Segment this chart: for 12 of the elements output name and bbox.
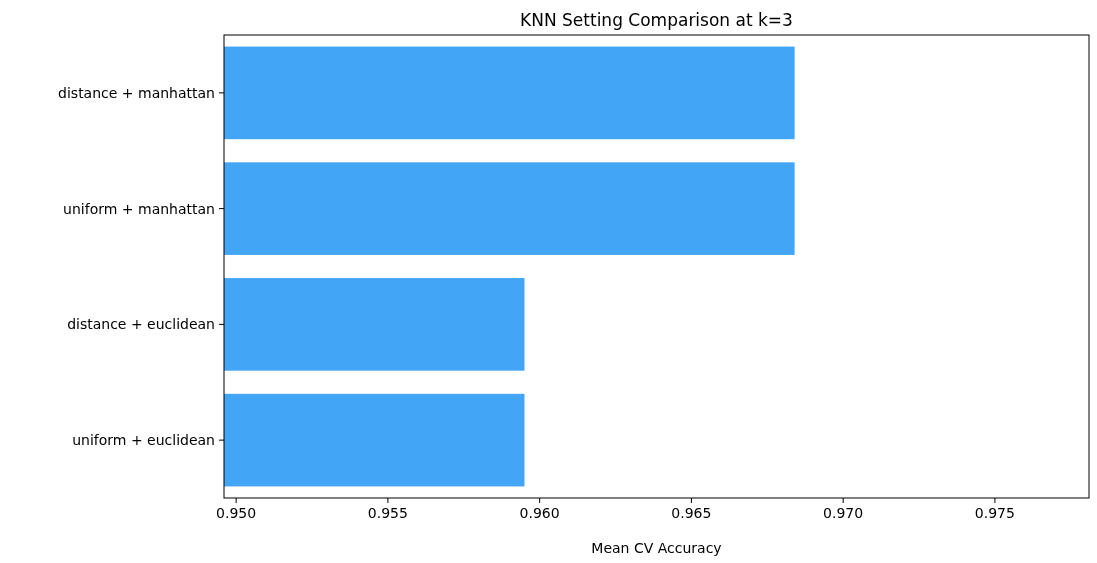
x-tick-label: 0.975 — [974, 505, 1015, 521]
x-axis-title: Mean CV Accuracy — [591, 540, 722, 556]
y-tick-label: distance + manhattan — [58, 84, 215, 101]
x-tick-label: 0.960 — [519, 505, 560, 521]
x-tick-label: 0.955 — [367, 505, 408, 521]
x-tick-label: 0.965 — [671, 505, 712, 521]
y-tick-label: distance + euclidean — [67, 316, 215, 333]
y-tick-label: uniform + euclidean — [72, 432, 215, 449]
y-tick-label: uniform + manhattan — [63, 200, 215, 217]
chart-title: KNN Setting Comparison at k=3 — [520, 10, 793, 30]
x-tick-label: 0.970 — [823, 505, 864, 521]
x-tick-label: 0.950 — [216, 505, 257, 521]
